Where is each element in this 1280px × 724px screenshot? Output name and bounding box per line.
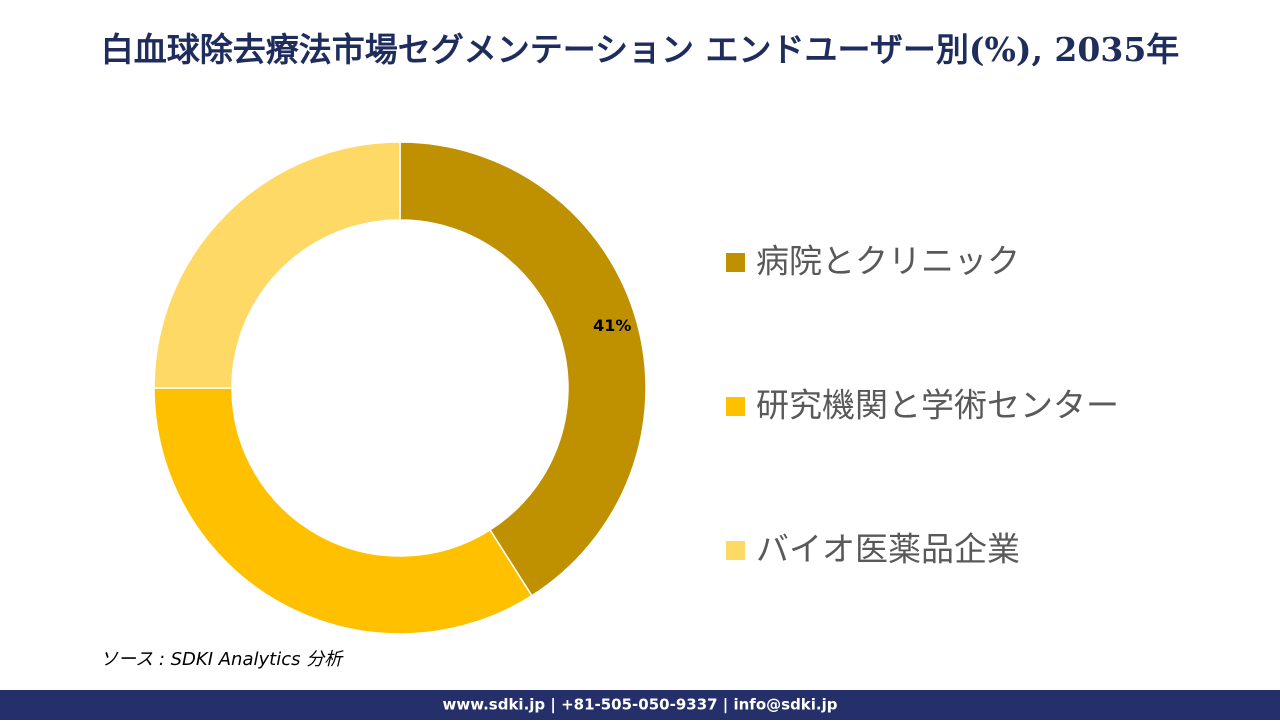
legend-label: 病院とクリニック: [756, 242, 1020, 281]
legend-swatch: [726, 397, 745, 416]
source-note: ソース : SDKI Analytics 分析: [100, 649, 344, 670]
legend-swatch: [726, 253, 745, 272]
legend-label: 研究機関と学術センター: [756, 386, 1119, 425]
donut: 41%: [153, 141, 647, 635]
donut-segment: [399, 141, 647, 597]
chart-title: 白血球除去療法市場セグメンテーション エンドユーザー別(%), 2035年: [101, 30, 1180, 69]
legend-label: バイオ医薬品企業: [756, 530, 1020, 569]
footer-text: www.sdki.jp | +81-505-050-9337 | info@sd…: [442, 696, 837, 715]
donut-segment: [153, 141, 401, 389]
legend-swatch: [726, 541, 745, 560]
footer-bar: [0, 690, 1280, 720]
donut-segment: [153, 387, 533, 635]
data-label: 41%: [593, 316, 631, 335]
